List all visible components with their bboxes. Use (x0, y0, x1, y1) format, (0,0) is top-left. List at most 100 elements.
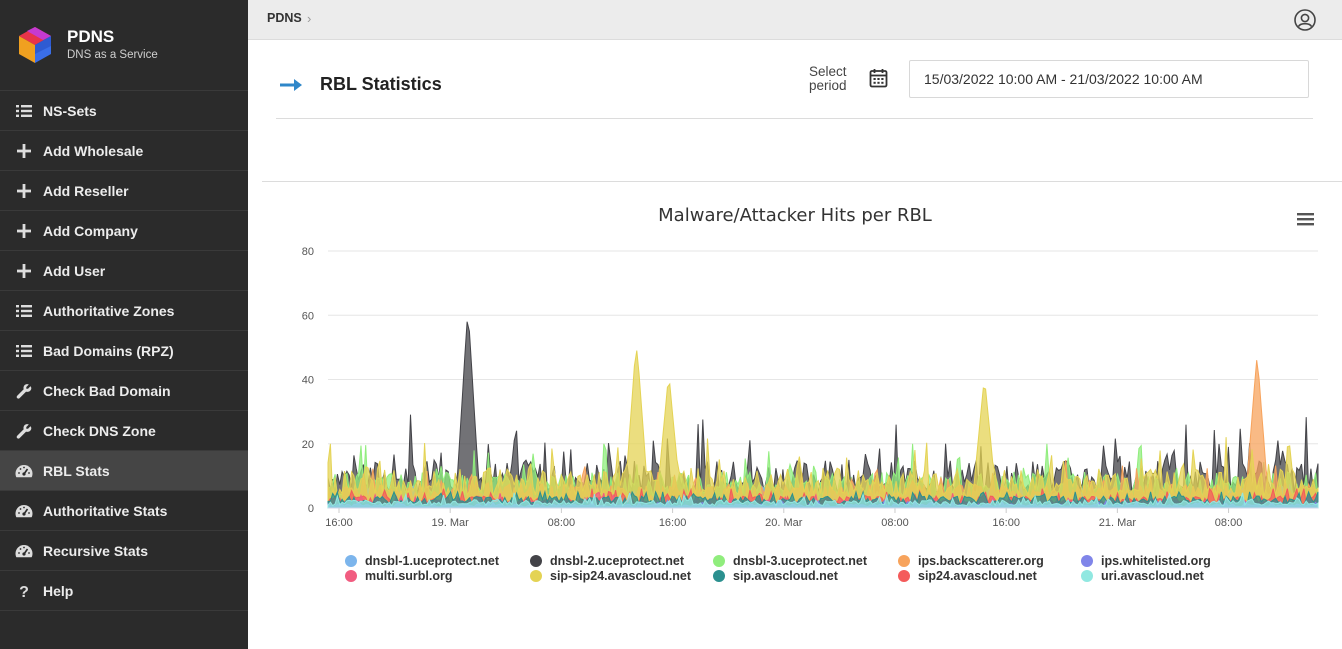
x-tick-label: 16:00 (992, 517, 1020, 529)
legend-label: sip.avascloud.net (733, 569, 838, 583)
sidebar-item-label: RBL Stats (43, 462, 110, 479)
x-tick-label: 16:00 (659, 517, 687, 529)
breadcrumb-separator: › (307, 11, 312, 26)
svg-text:?: ? (19, 584, 29, 599)
legend-item[interactable]: ips.backscatterer.org (898, 554, 1044, 568)
legend-item[interactable]: dnsbl-1.uceprotect.net (345, 554, 499, 568)
section-divider (262, 181, 1342, 182)
sidebar-item-label: Add User (43, 262, 106, 279)
sidebar-item-label: Add Reseller (43, 182, 129, 199)
sidebar-item-label: Help (43, 582, 74, 599)
chart-menu-icon[interactable] (1297, 212, 1314, 226)
y-tick-label: 40 (302, 375, 314, 387)
x-tick-label: 08:00 (881, 517, 909, 529)
x-tick-label: 16:00 (325, 517, 353, 529)
plus-icon (15, 143, 33, 159)
x-tick-label: 20. Mar (765, 517, 803, 529)
sidebar-item-add-wholesale[interactable]: Add Wholesale (0, 131, 248, 171)
breadcrumb-root[interactable]: PDNS (267, 11, 302, 25)
legend-color-swatch (898, 555, 910, 567)
legend-color-swatch (1081, 570, 1093, 582)
legend-item[interactable]: multi.surbl.org (345, 569, 453, 583)
y-tick-label: 20 (302, 439, 314, 451)
brand-subtitle: DNS as a Service (67, 49, 158, 61)
list-icon (15, 103, 33, 119)
x-tick-label: 08:00 (548, 517, 576, 529)
brand-name: PDNS (67, 27, 115, 46)
brand[interactable]: PDNS DNS as a Service (0, 0, 248, 91)
question-icon: ? (15, 583, 33, 599)
legend-item[interactable]: sip24.avascloud.net (898, 569, 1037, 583)
select-period-label: Select period (809, 64, 847, 93)
sidebar-item-add-company[interactable]: Add Company (0, 211, 248, 251)
sidebar-item-label: Check DNS Zone (43, 422, 156, 439)
legend-label: dnsbl-3.uceprotect.net (733, 554, 868, 568)
legend-label: uri.avascloud.net (1101, 569, 1204, 583)
sidebar-item-recursive-stats[interactable]: Recursive Stats (0, 531, 248, 571)
sidebar-item-bad-domains-rpz[interactable]: Bad Domains (RPZ) (0, 331, 248, 371)
x-tick-label: 19. Mar (432, 517, 470, 529)
legend-label: dnsbl-2.uceprotect.net (550, 554, 685, 568)
legend-color-swatch (713, 570, 725, 582)
y-tick-label: 0 (308, 503, 314, 515)
sidebar-item-rbl-stats[interactable]: RBL Stats (0, 451, 248, 491)
y-tick-label: 80 (302, 246, 314, 258)
sidebar-item-label: Recursive Stats (43, 542, 149, 559)
x-tick-label: 21. Mar (1099, 517, 1137, 529)
legend-color-swatch (1081, 555, 1093, 567)
sidebar-item-add-reseller[interactable]: Add Reseller (0, 171, 248, 211)
legend-color-swatch (345, 570, 357, 582)
sidebar-item-label: Bad Domains (RPZ) (43, 342, 174, 359)
plus-icon (15, 263, 33, 279)
rbl-hits-chart: 0 20 40 60 80 16:00 19. Mar 08:00 16:00 20. Mar 08… (302, 246, 1319, 529)
sidebar-item-authoritative-stats[interactable]: Authoritative Stats (0, 491, 248, 531)
period-input[interactable] (909, 60, 1309, 98)
legend-color-swatch (530, 555, 542, 567)
sidebar-item-label: NS-Sets (43, 102, 97, 119)
chart-title: Malware/Attacker Hits per RBL (658, 205, 932, 226)
legend-item[interactable]: ips.whitelisted.org (1081, 554, 1211, 568)
list-icon (15, 303, 33, 319)
plus-icon (15, 223, 33, 239)
sidebar-item-check-bad-domain[interactable]: Check Bad Domain (0, 371, 248, 411)
sidebar-item-label: Check Bad Domain (43, 382, 171, 399)
sidebar: PDNS DNS as a Service NS-Sets Add Wholesa… (0, 0, 248, 649)
dashboard-icon (15, 463, 33, 479)
page-title: RBL Statistics (320, 74, 442, 94)
sidebar-item-label: Authoritative Stats (43, 502, 168, 519)
legend-label: ips.whitelisted.org (1101, 554, 1211, 568)
sidebar-nav: NS-Sets Add Wholesale Add Reseller Add Comp… (0, 91, 248, 611)
dashboard-icon (15, 543, 33, 559)
pdns-logo-icon (19, 27, 51, 63)
top-bar: PDNS › (248, 0, 1342, 40)
legend-item[interactable]: dnsbl-3.uceprotect.net (713, 554, 867, 568)
legend-item[interactable]: sip-sip24.avascloud.net (530, 569, 691, 583)
series-area (327, 350, 1319, 509)
legend-item[interactable]: uri.avascloud.net (1081, 569, 1204, 583)
sidebar-item-label: Add Company (43, 222, 138, 239)
legend-item[interactable]: sip.avascloud.net (713, 569, 838, 583)
legend-color-swatch (345, 555, 357, 567)
x-tick-label: 08:00 (1215, 517, 1243, 529)
user-account-icon[interactable] (1293, 8, 1317, 32)
legend-label: multi.surbl.org (365, 569, 453, 583)
header-divider (276, 118, 1313, 119)
legend-label: sip-sip24.avascloud.net (550, 569, 692, 583)
legend-label: dnsbl-1.uceprotect.net (365, 554, 500, 568)
plus-icon (15, 183, 33, 199)
legend-label: sip24.avascloud.net (918, 569, 1037, 583)
sidebar-item-authoritative-zones[interactable]: Authoritative Zones (0, 291, 248, 331)
legend-color-swatch (530, 570, 542, 582)
sidebar-item-ns-sets[interactable]: NS-Sets (0, 91, 248, 131)
wrench-icon (15, 423, 33, 439)
sidebar-item-add-user[interactable]: Add User (0, 251, 248, 291)
calendar-icon[interactable] (869, 68, 888, 88)
wrench-icon (15, 383, 33, 399)
sidebar-item-help[interactable]: ? Help (0, 571, 248, 611)
legend-item[interactable]: dnsbl-2.uceprotect.net (530, 554, 684, 568)
legend-color-swatch (713, 555, 725, 567)
legend-color-swatch (898, 570, 910, 582)
sidebar-item-check-dns-zone[interactable]: Check DNS Zone (0, 411, 248, 451)
arrow-right-icon (280, 79, 302, 91)
legend-label: ips.backscatterer.org (918, 554, 1044, 568)
